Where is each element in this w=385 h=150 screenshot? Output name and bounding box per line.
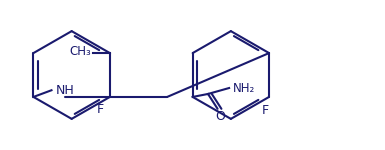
Text: F: F bbox=[262, 104, 269, 117]
Text: F: F bbox=[97, 103, 104, 116]
Text: NH: NH bbox=[56, 84, 75, 97]
Text: NH₂: NH₂ bbox=[233, 81, 255, 94]
Text: CH₃: CH₃ bbox=[69, 45, 91, 58]
Text: O: O bbox=[215, 110, 225, 123]
